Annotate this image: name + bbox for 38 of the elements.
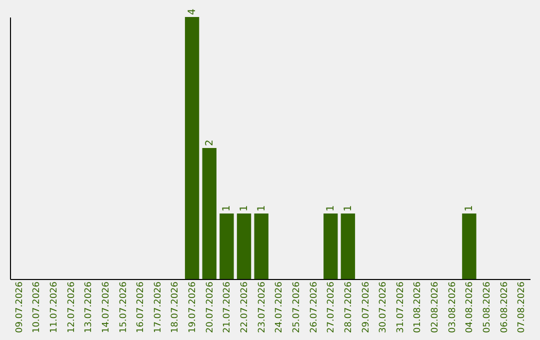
x-tick-label: 30.07.2026	[378, 281, 389, 334]
x-tick-label: 14.07.2026	[101, 281, 112, 334]
x-tick-label: 16.07.2026	[136, 281, 146, 334]
x-tick-label: 15.07.2026	[118, 281, 129, 334]
x-tick-label: 29.07.2026	[361, 281, 372, 334]
data-label: 1	[326, 205, 337, 212]
x-tick-label: 22.07.2026	[240, 281, 250, 334]
data-label: 1	[239, 205, 250, 212]
x-tick-label: 26.07.2026	[309, 281, 320, 334]
x-tick-label: 27.07.2026	[326, 281, 337, 334]
x-tick-label: 07.08.2026	[517, 281, 528, 334]
x-tick-label: 01.08.2026	[413, 281, 424, 334]
x-tick-label: 23.07.2026	[257, 281, 268, 334]
x-tick-label: 02.08.2026	[430, 281, 441, 334]
x-tick-label: 19.07.2026	[188, 281, 198, 334]
x-tick-label: 09.07.2026	[14, 281, 25, 334]
data-label: 2	[204, 140, 216, 146]
data-label: 1	[342, 205, 354, 212]
x-tick-label: 17.07.2026	[153, 281, 164, 334]
data-label: 1	[256, 205, 268, 212]
x-tick-label: 24.07.2026	[274, 281, 285, 334]
x-tick-label: 21.07.2026	[222, 281, 233, 334]
x-tick-label: 06.08.2026	[500, 281, 510, 334]
x-tick-label: 12.07.2026	[66, 281, 77, 334]
x-tick-label: 10.07.2026	[32, 281, 42, 334]
x-tick-label: 05.08.2026	[482, 281, 493, 334]
x-tick-label: 03.08.2026	[448, 281, 458, 334]
x-tick-label: 31.07.2026	[396, 281, 406, 334]
x-tick-label: 13.07.2026	[84, 281, 94, 334]
data-label: 1	[464, 205, 476, 212]
x-tick-label: 11.07.2026	[49, 281, 60, 334]
x-tick-label: 18.07.2026	[170, 281, 181, 334]
x-tick-label: 28.07.2026	[344, 281, 354, 334]
x-tick-label: 20.07.2026	[205, 281, 216, 334]
x-tick-label: 25.07.2026	[292, 281, 302, 334]
x-tick-label: 04.08.2026	[465, 281, 476, 334]
data-label: 4	[187, 8, 198, 15]
data-label: 1	[222, 205, 233, 212]
